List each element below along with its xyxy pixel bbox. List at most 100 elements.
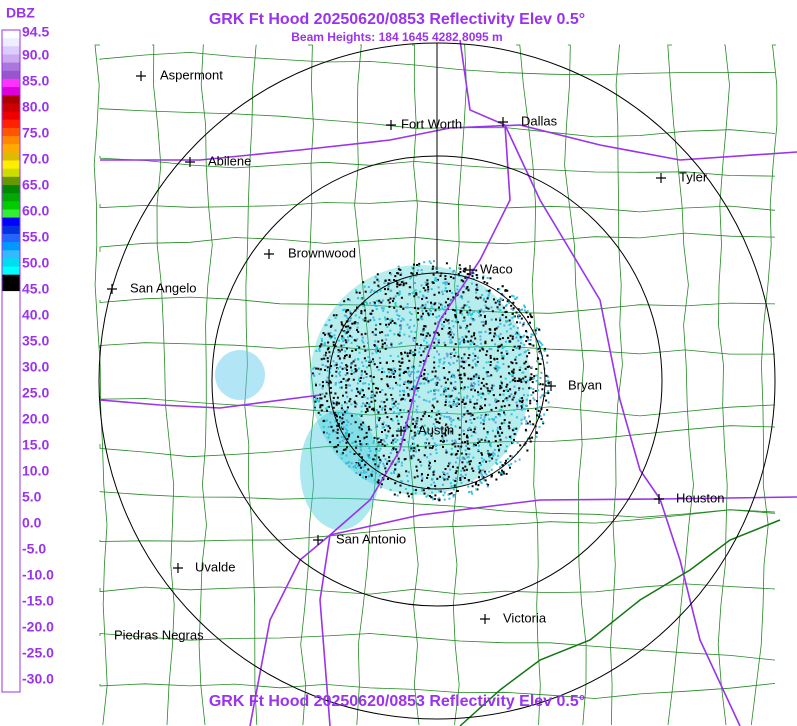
- echo-pixel: [330, 365, 333, 368]
- echo-pixel: [372, 409, 375, 412]
- echo-pixel: [401, 317, 404, 320]
- echo-pixel: [454, 320, 457, 323]
- echo-pixel: [467, 313, 470, 316]
- echo-pixel: [499, 333, 502, 336]
- legend-label: 45.0: [22, 281, 49, 297]
- echo-pixel: [484, 322, 487, 325]
- echo-pixel: [361, 476, 364, 479]
- echo-pixel: [493, 298, 495, 301]
- echo-pixel: [512, 301, 515, 304]
- echo-pixel: [487, 440, 490, 443]
- echo-pixel: [495, 461, 498, 464]
- echo-pixel: [392, 360, 395, 363]
- echo-pixel: [391, 346, 393, 348]
- echo-pixel: [512, 315, 515, 318]
- echo-pixel: [377, 479, 380, 482]
- echo-pixel: [367, 387, 370, 390]
- echo-pixel: [345, 391, 348, 394]
- echo-pixel: [318, 350, 321, 353]
- echo-pixel: [461, 441, 464, 444]
- echo-pixel: [491, 388, 494, 391]
- echo-pixel: [439, 358, 442, 361]
- echo-pixel: [397, 318, 400, 321]
- echo-pixel: [437, 389, 440, 392]
- echo-pixel: [374, 463, 377, 466]
- county-line: [152, 44, 175, 726]
- echo-pixel: [357, 367, 360, 370]
- legend-label: 60.0: [22, 203, 49, 219]
- echo-pixel: [477, 394, 480, 397]
- echo-pixel: [377, 481, 380, 484]
- echo-pixel: [450, 453, 453, 456]
- echo-pixel: [336, 428, 339, 431]
- echo-pixel: [401, 389, 404, 392]
- echo-pixel: [436, 279, 439, 282]
- echo-pixel: [476, 416, 479, 419]
- echo-pixel: [373, 439, 375, 442]
- legend-label: 80.0: [22, 99, 49, 115]
- echo-pixel: [367, 425, 370, 428]
- echo-pixel: [454, 388, 457, 391]
- echo-pixel: [465, 453, 468, 456]
- echo-pixel: [421, 318, 424, 321]
- echo-pixel: [379, 458, 382, 461]
- echo-pixel: [499, 466, 501, 469]
- legend-label: 35.0: [22, 333, 49, 349]
- echo-pixel: [406, 492, 409, 495]
- echo-pixel: [361, 336, 364, 339]
- echo-pixel: [480, 482, 483, 484]
- echo-pixel: [314, 397, 317, 400]
- echo-pixel: [389, 329, 392, 332]
- echo-pixel: [377, 466, 380, 469]
- echo-pixel: [518, 379, 521, 382]
- county-line: [99, 683, 776, 699]
- legend-label: 40.0: [22, 307, 49, 323]
- echo-pixel: [383, 401, 386, 404]
- county-line: [610, 44, 623, 726]
- echo-pixel: [399, 328, 402, 331]
- echo-pixel: [355, 444, 358, 447]
- echo-pixel: [354, 314, 357, 317]
- echo-pixel: [376, 416, 379, 419]
- echo-pixel: [397, 355, 400, 358]
- legend-label: -15.0: [22, 593, 54, 609]
- echo-pixel: [422, 377, 425, 380]
- echo-pixel: [344, 350, 347, 353]
- echo-pixel: [344, 355, 346, 357]
- echo-pixel: [499, 414, 502, 417]
- echo-pixel: [449, 395, 452, 398]
- echo-pixel: [347, 339, 350, 342]
- echo-pixel: [494, 400, 497, 403]
- echo-pixel: [484, 398, 487, 401]
- echo-pixel: [478, 440, 481, 443]
- echo-pixel: [349, 384, 351, 387]
- echo-pixel: [530, 315, 533, 318]
- echo-pixel: [396, 407, 399, 410]
- echo-pixel: [376, 299, 379, 302]
- echo-pixel: [449, 404, 452, 407]
- echo-pixel: [398, 284, 401, 286]
- echo-pixel: [454, 445, 457, 448]
- echo-pixel: [444, 389, 447, 392]
- echo-pixel: [402, 284, 405, 287]
- echo-pixel: [384, 334, 387, 337]
- echo-pixel: [421, 297, 424, 300]
- echo-pixel: [336, 401, 339, 404]
- echo-pixel: [434, 484, 437, 487]
- echo-pixel: [339, 374, 342, 377]
- echo-pixel: [466, 396, 469, 399]
- echo-pixel: [329, 325, 332, 328]
- echo-pixel: [321, 392, 324, 395]
- echo-pixel: [485, 371, 488, 374]
- echo-pixel: [432, 265, 435, 268]
- echo-pixel: [389, 354, 392, 357]
- legend-label: 70.0: [22, 151, 49, 167]
- echo-pixel: [415, 393, 418, 396]
- echo-pixel: [381, 426, 384, 429]
- echo-pixel: [433, 293, 436, 296]
- echo-pixel: [476, 345, 479, 348]
- echo-pixel: [389, 280, 392, 283]
- echo-pixel: [352, 360, 355, 363]
- echo-pixel: [378, 419, 381, 422]
- echo-pixel: [500, 422, 503, 425]
